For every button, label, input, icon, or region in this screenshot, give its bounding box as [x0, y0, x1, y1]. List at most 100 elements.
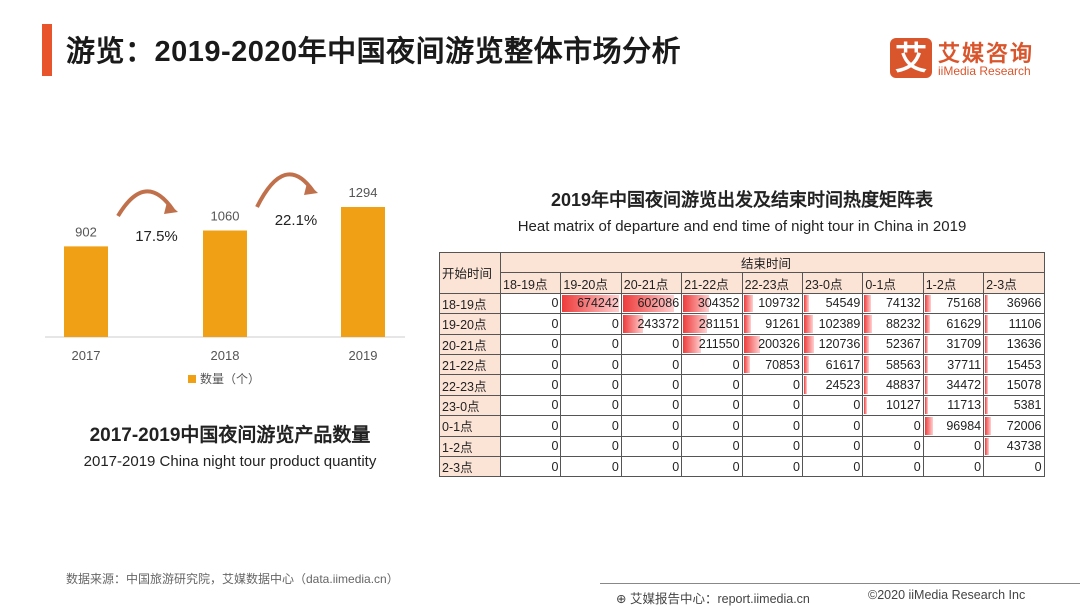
cell-value: 0	[672, 337, 680, 352]
heat-cell: 0	[922, 455, 985, 478]
data-bar	[985, 437, 989, 455]
data-bar	[743, 335, 761, 353]
data-bar	[864, 294, 871, 313]
heat-cell: 31709	[922, 333, 985, 355]
table-row: 19-20点 0 0 243372 281151 91261 102389 88232 6162…	[439, 313, 1045, 335]
data-label: 1294	[349, 185, 378, 200]
heat-cell: 0	[983, 455, 1045, 478]
col-label: 18-19点	[499, 272, 562, 294]
col-label: 1-2点	[922, 272, 985, 294]
data-bar	[683, 335, 702, 353]
cell-value: 0	[551, 459, 559, 474]
data-bar	[622, 294, 674, 313]
heat-cell: 0	[560, 374, 622, 396]
cell-value: 0	[611, 439, 619, 454]
heat-cell: 58563	[862, 353, 924, 376]
cell-value: 0	[1034, 459, 1042, 474]
data-bar	[924, 335, 928, 353]
data-bar	[864, 376, 869, 394]
legend-swatch	[188, 375, 196, 383]
cell-value: 243372	[637, 316, 680, 331]
heat-cell: 0	[499, 374, 562, 396]
cell-value: 0	[732, 398, 740, 413]
cell-value: 43738	[1006, 439, 1042, 454]
heat-cell: 15078	[983, 374, 1045, 396]
cell-value: 0	[732, 357, 740, 372]
heat-cell: 24523	[801, 374, 864, 396]
data-bar	[683, 294, 709, 313]
cell-value: 304352	[697, 296, 740, 311]
cell-value: 0	[551, 337, 559, 352]
cell-value: 0	[974, 439, 982, 454]
cell-value: 0	[611, 459, 619, 474]
heat-cell: 0	[620, 333, 683, 355]
heat-cell: 11106	[983, 313, 1045, 335]
data-bar	[985, 294, 989, 313]
cell-value: 58563	[885, 357, 921, 372]
cell-value: 31709	[946, 337, 982, 352]
heat-cell: 11713	[922, 394, 985, 417]
data-bar	[985, 396, 989, 415]
data-bar	[743, 294, 753, 313]
x-tick-label: 2017	[72, 348, 101, 363]
cell-value: 0	[732, 459, 740, 474]
cell-value: 48837	[885, 378, 921, 393]
cell-value: 0	[672, 398, 680, 413]
row-label: 0-1点	[439, 415, 501, 437]
row-label: 20-21点	[439, 333, 501, 355]
heat-cell: 91261	[741, 313, 803, 335]
cell-value: 0	[672, 459, 680, 474]
data-bar	[985, 417, 992, 435]
heat-cell: 109732	[741, 292, 803, 315]
data-bar	[562, 294, 620, 313]
report-link[interactable]: ⊕ 艾媒报告中心：report.iimedia.cn	[616, 588, 810, 607]
row-header: 开始时间	[439, 252, 501, 294]
heat-cell: 120736	[801, 333, 864, 355]
bar-chart-title: 2017-2019中国夜间游览产品数量	[89, 425, 371, 446]
cell-value: 0	[551, 357, 559, 372]
arrow-head-icon	[164, 202, 178, 214]
cell-value: 0	[793, 459, 800, 474]
cell-value: 61617	[825, 357, 861, 372]
data-bar	[803, 315, 813, 333]
heat-cell: 0	[862, 415, 924, 437]
heat-cell: 0	[499, 292, 562, 315]
col-label: 23-0点	[801, 272, 864, 294]
data-bar	[924, 376, 928, 394]
heat-cell: 0	[681, 455, 743, 478]
heat-cell: 0	[741, 415, 803, 437]
heat-cell: 61617	[801, 353, 864, 376]
cell-value: 0	[793, 378, 800, 393]
cell-value: 0	[611, 357, 619, 372]
table-row: 21-22点 0 0 0 0 70853 61617 58563 37711 15453	[439, 353, 1045, 376]
table-row: 23-0点 0 0 0 0 0 0 10127 11713 5381	[439, 394, 1045, 417]
cell-value: 36966	[1006, 296, 1042, 311]
data-bar	[803, 335, 815, 353]
table-row: 22-23点 0 0 0 0 0 24523 48837 34472 15078	[439, 374, 1045, 396]
heat-matrix-table: 开始时间 结束时间 18-19点 19-20点 20-21点 21-22点 22-23点…	[439, 251, 1045, 478]
heat-cell: 0	[620, 394, 683, 417]
heat-cell: 0	[560, 435, 622, 457]
cell-value: 0	[853, 398, 861, 413]
cell-value: 0	[672, 439, 680, 454]
cell-value: 5381	[1013, 398, 1042, 413]
data-bar	[743, 315, 752, 333]
cell-value: 674242	[577, 296, 619, 311]
data-bar	[985, 376, 989, 394]
title-accent-bar	[42, 24, 52, 76]
heat-cell: 0	[741, 455, 803, 478]
report-text: 艾媒报告中心：report.iimedia.cn	[629, 592, 810, 606]
data-bar	[864, 396, 868, 415]
data-bar	[985, 335, 989, 353]
heat-cell: 52367	[862, 333, 924, 355]
heat-cell: 74132	[862, 292, 924, 315]
heat-cell: 0	[620, 435, 683, 457]
heat-cell: 602086	[620, 292, 683, 315]
heat-cell: 0	[681, 394, 743, 417]
heat-cell: 43738	[983, 435, 1045, 457]
logo-mark: 艾	[890, 38, 932, 78]
data-bar	[803, 355, 810, 374]
heat-cell: 0	[741, 374, 803, 396]
cell-value: 0	[732, 439, 740, 454]
cell-value: 91261	[765, 316, 800, 331]
